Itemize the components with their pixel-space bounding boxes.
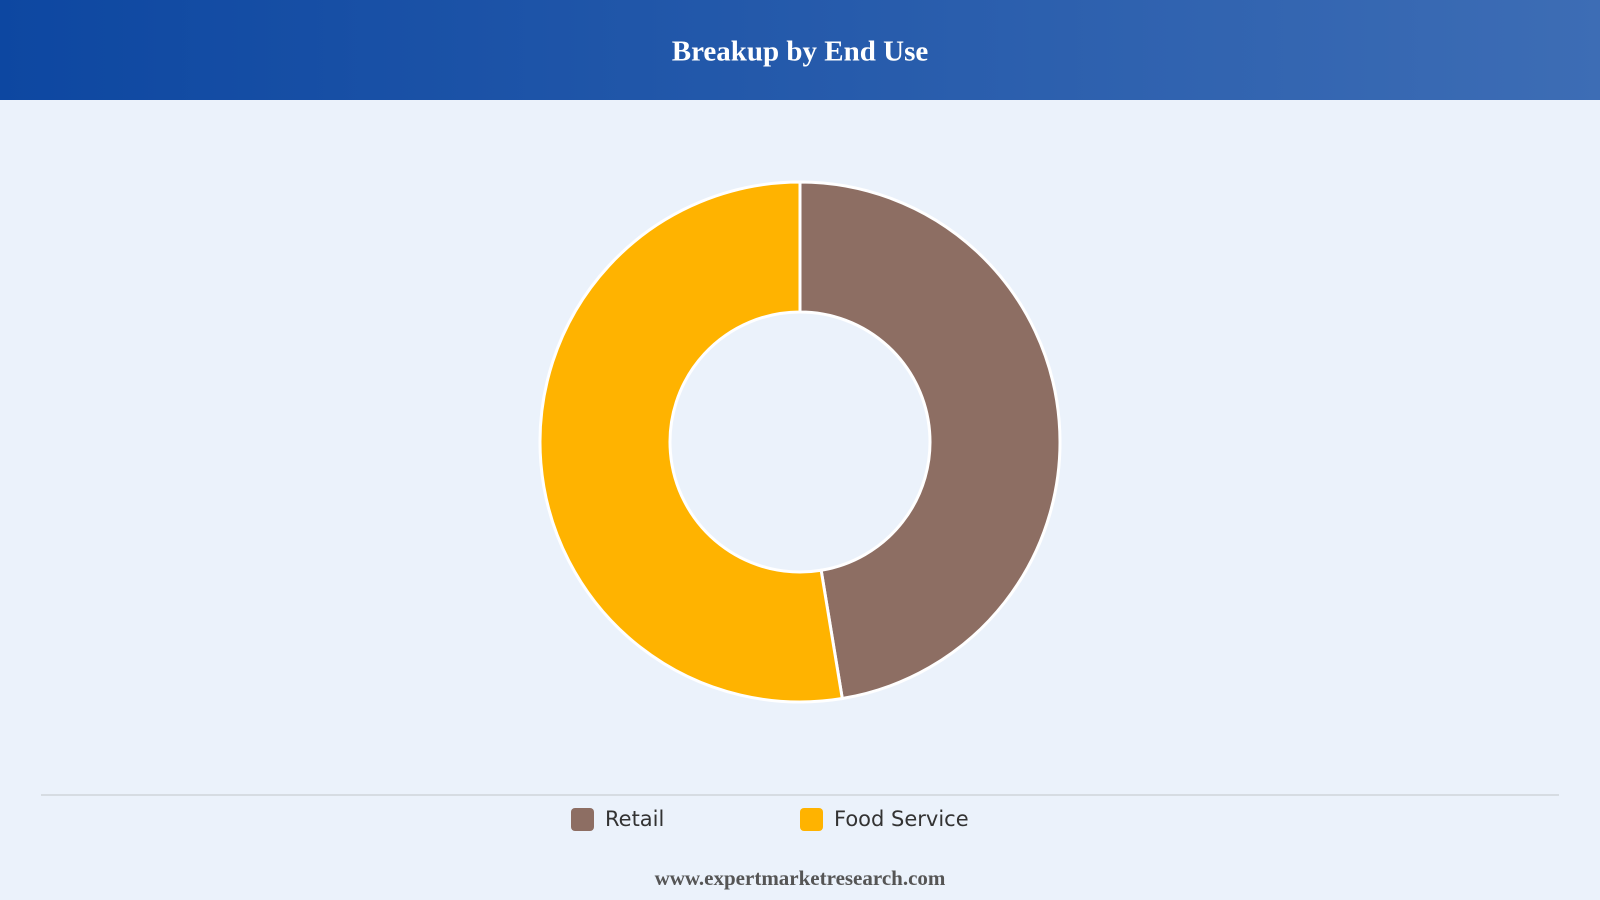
donut-slice bbox=[798, 180, 1062, 701]
legend-label: Food Service bbox=[834, 807, 969, 831]
legend-label: Retail bbox=[605, 807, 664, 831]
donut-slice bbox=[538, 180, 845, 704]
legend-swatch bbox=[571, 808, 594, 831]
chart-title: Breakup by End Use bbox=[672, 36, 929, 68]
legend-swatch bbox=[800, 808, 823, 831]
header-bar bbox=[0, 0, 1600, 100]
footer-source: www.expertmarketresearch.com bbox=[655, 866, 946, 890]
